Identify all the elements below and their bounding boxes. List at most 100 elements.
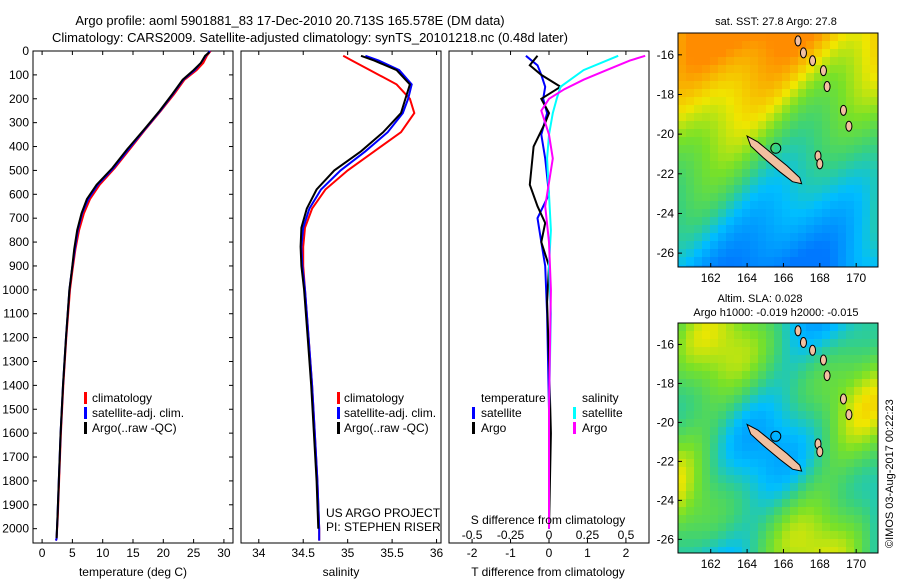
map-cell [758, 41, 766, 49]
map-cell [846, 499, 854, 507]
map-cell [846, 451, 854, 459]
map-cell [766, 435, 774, 443]
map-cell [830, 33, 838, 41]
map-cell [678, 225, 686, 233]
depth-tick-label: 200 [9, 92, 29, 106]
map-cell [686, 515, 694, 523]
map-cell [822, 531, 830, 539]
map-cell [694, 169, 702, 177]
map-cell [726, 105, 734, 113]
map-cell [854, 73, 862, 81]
map-cell [758, 225, 766, 233]
map-cell [806, 451, 814, 459]
map-cell [742, 161, 750, 169]
map-cell [790, 65, 798, 73]
legend-sal-satellite-label: satellite [582, 406, 623, 420]
map-cell [798, 265, 806, 267]
map-cell [782, 121, 790, 129]
map-cell [758, 105, 766, 113]
map-cell [702, 249, 710, 257]
map-cell [726, 225, 734, 233]
map-cell [774, 257, 782, 265]
map-cell [710, 113, 718, 121]
map-cell [854, 209, 862, 217]
map-cell [694, 81, 702, 89]
map-cell [822, 121, 830, 129]
map-cell [790, 233, 798, 241]
map-cell [806, 233, 814, 241]
map-cell [710, 523, 718, 531]
map-cell [678, 395, 686, 403]
map-cell [862, 539, 870, 547]
map-cell [854, 241, 862, 249]
map-cell [814, 515, 822, 523]
map-cell [694, 347, 702, 355]
map-cell [702, 41, 710, 49]
t-difference-axis-label: T difference from climatology [471, 565, 625, 579]
map-cell [774, 379, 782, 387]
map-cell [774, 355, 782, 363]
map-cell [726, 547, 734, 553]
legend-climatology-label: climatology [92, 391, 152, 405]
map-cell [846, 129, 854, 137]
map-cell [726, 403, 734, 411]
map-cell [870, 451, 878, 459]
map-cell [846, 57, 854, 65]
map-cell [854, 371, 862, 379]
map-cell [870, 145, 878, 153]
map-cell [822, 435, 830, 443]
map-cell [742, 435, 750, 443]
map-cell [710, 371, 718, 379]
map-cell [814, 475, 822, 483]
map-cell [742, 379, 750, 387]
map-cell [766, 531, 774, 539]
map-cell [734, 97, 742, 105]
map-cell [766, 331, 774, 339]
map-cell [702, 153, 710, 161]
map-cell [854, 33, 862, 41]
map-cell [742, 539, 750, 547]
map-x-tick-label: 166 [773, 557, 793, 571]
map-cell [830, 89, 838, 97]
map-cell [742, 233, 750, 241]
map-cell [758, 507, 766, 515]
map-cell [782, 185, 790, 193]
map-cell [710, 539, 718, 547]
map-cell [806, 443, 814, 451]
map-cell [830, 241, 838, 249]
map-cell [726, 443, 734, 451]
map-cell [782, 443, 790, 451]
map-cell [734, 113, 742, 121]
map-cell [838, 33, 846, 41]
x-tick-label: 36 [430, 546, 444, 560]
map-cell [686, 177, 694, 185]
map-cell [822, 451, 830, 459]
map-cell [814, 73, 822, 81]
map-cell [710, 145, 718, 153]
map-cell [718, 57, 726, 65]
map-cell [798, 403, 806, 411]
map-cell [694, 467, 702, 475]
map-cell [862, 467, 870, 475]
map-cell [678, 49, 686, 57]
map-cell [702, 355, 710, 363]
legend-argo-label: Argo(..raw -QC) [344, 421, 429, 435]
map-cell [710, 41, 718, 49]
map-cell [814, 217, 822, 225]
depth-tick-label: 500 [9, 163, 29, 177]
map-cell [822, 265, 830, 267]
map-cell [854, 153, 862, 161]
map-cell [806, 331, 814, 339]
profile-line-argo-raw-qc- [55, 51, 211, 539]
map-cell [726, 515, 734, 523]
map-cell [766, 257, 774, 265]
temperature-legend: climatology satellite-adj. clim. Argo(..… [84, 391, 184, 435]
map-cell [734, 81, 742, 89]
map-cell [846, 331, 854, 339]
map-cell [822, 49, 830, 57]
map-cell [686, 201, 694, 209]
profile-line-temperature-argo [528, 55, 563, 529]
legend-sal-argo-label: Argo [582, 421, 608, 435]
map-cell [870, 467, 878, 475]
map-cell [694, 49, 702, 57]
